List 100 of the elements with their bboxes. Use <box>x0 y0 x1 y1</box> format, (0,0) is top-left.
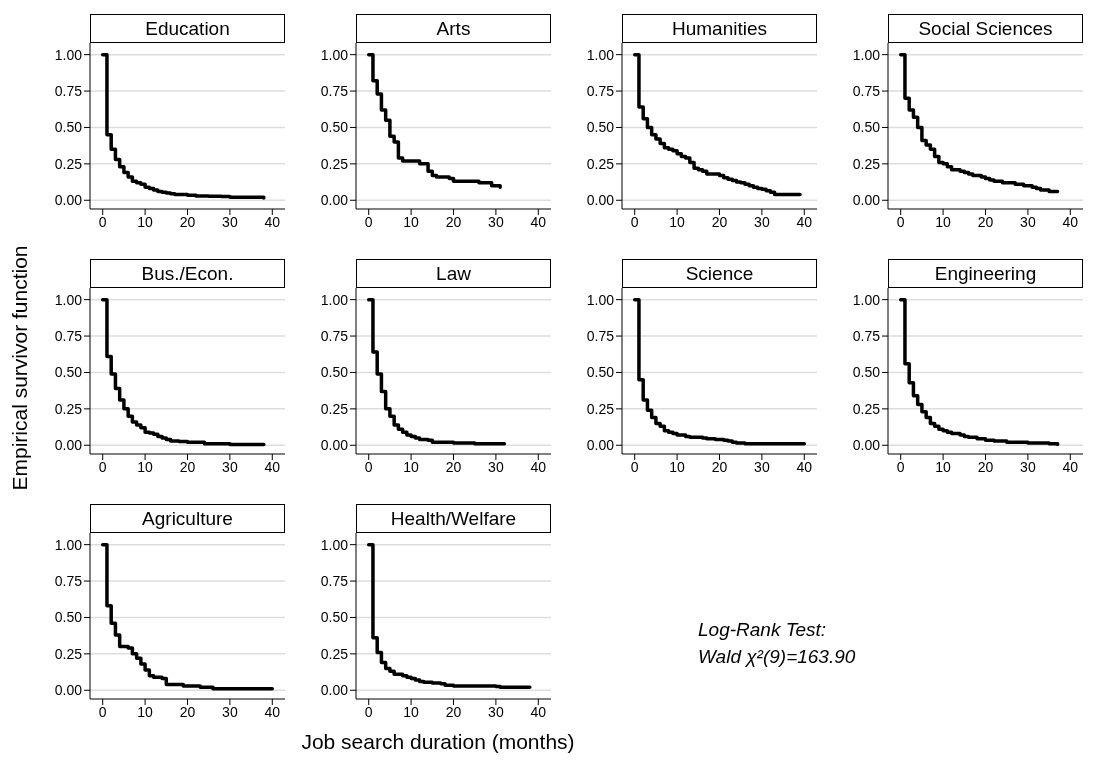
x-tick-label: 30 <box>488 213 504 230</box>
x-tick-label: 10 <box>935 213 952 230</box>
y-tick-label: 0.75 <box>320 83 349 100</box>
x-tick-label: 10 <box>935 458 952 475</box>
x-tick-label: 0 <box>896 213 905 230</box>
chart-title: Humanities <box>622 14 817 43</box>
x-tick-label: 10 <box>403 458 420 475</box>
x-tick-label: 30 <box>488 458 504 475</box>
x-tick-label: 10 <box>669 458 686 475</box>
y-tick-label: 0.00 <box>586 437 615 454</box>
y-tick-label: 0.25 <box>54 645 83 662</box>
y-tick-label: 0.50 <box>586 119 615 136</box>
x-tick-label: 0 <box>98 458 107 475</box>
y-tick-label: 0.00 <box>320 682 349 699</box>
y-tick-label: 0.25 <box>586 155 615 172</box>
x-tick-label: 0 <box>98 213 107 230</box>
chart-title: Law <box>356 259 551 288</box>
y-tick-label: 0.50 <box>320 364 349 381</box>
y-tick-label: 0.00 <box>54 682 83 699</box>
x-tick-label: 20 <box>179 703 196 720</box>
y-tick-label: 0.00 <box>320 437 349 454</box>
y-tick-label: 0.75 <box>54 573 83 590</box>
x-tick-label: 40 <box>530 458 547 475</box>
x-tick-label: 0 <box>364 213 373 230</box>
x-tick-label: 20 <box>445 458 462 475</box>
y-tick-label: 0.25 <box>54 400 83 417</box>
y-tick-label: 1.00 <box>320 46 349 63</box>
y-tick-label: 0.25 <box>852 155 881 172</box>
x-tick-label: 30 <box>1020 458 1036 475</box>
y-tick-label: 0.00 <box>54 192 83 209</box>
x-tick-label: 20 <box>445 213 462 230</box>
y-tick-label: 0.25 <box>320 645 349 662</box>
y-tick-label: 0.75 <box>320 573 349 590</box>
y-tick-label: 0.00 <box>586 192 615 209</box>
y-tick-label: 0.75 <box>586 328 615 345</box>
x-tick-label: 40 <box>796 458 813 475</box>
y-axis-title: Empirical survivor function <box>8 245 32 491</box>
y-tick-label: 0.50 <box>852 119 881 136</box>
chart-title: Agriculture <box>90 504 285 533</box>
x-tick-label: 20 <box>711 213 728 230</box>
x-tick-label: 30 <box>488 703 504 720</box>
x-tick-label: 20 <box>711 458 728 475</box>
y-tick-label: 0.50 <box>586 364 615 381</box>
x-tick-label: 20 <box>977 213 994 230</box>
y-tick-label: 0.50 <box>54 364 83 381</box>
x-tick-label: 10 <box>137 703 154 720</box>
chart-title: Education <box>90 14 285 43</box>
text: Log-Rank Test: <box>698 618 828 642</box>
x-tick-label: 40 <box>796 213 813 230</box>
x-tick-label: 0 <box>630 213 639 230</box>
y-tick-label: 0.00 <box>54 437 83 454</box>
x-tick-label: 30 <box>1020 213 1036 230</box>
x-tick-label: 30 <box>754 458 770 475</box>
x-tick-label: 40 <box>264 213 281 230</box>
y-tick-label: 1.00 <box>852 46 881 63</box>
y-tick-label: 0.00 <box>320 192 349 209</box>
x-tick-label: 20 <box>179 458 196 475</box>
chart-title: Engineering <box>888 259 1083 288</box>
x-tick-label: 20 <box>445 703 462 720</box>
y-tick-label: 1.00 <box>320 536 349 553</box>
y-tick-label: 1.00 <box>586 291 615 308</box>
y-tick-label: 1.00 <box>54 46 83 63</box>
x-axis-title: Job search duration (months) <box>300 730 576 754</box>
x-tick-label: 20 <box>179 213 196 230</box>
y-tick-label: 0.50 <box>54 119 83 136</box>
x-tick-label: 40 <box>264 458 281 475</box>
x-tick-label: 40 <box>530 213 547 230</box>
y-tick-label: 0.75 <box>54 328 83 345</box>
x-tick-label: 10 <box>137 458 154 475</box>
x-tick-label: 40 <box>1062 458 1079 475</box>
y-tick-label: 0.50 <box>54 609 83 626</box>
x-tick-label: 30 <box>222 213 238 230</box>
y-tick-label: 0.00 <box>852 192 881 209</box>
text: Wald χ²(9)=163.90 <box>698 645 856 669</box>
x-tick-label: 10 <box>137 213 154 230</box>
chart-title: Health/Welfare <box>356 504 551 533</box>
chart-title: Science <box>622 259 817 288</box>
x-tick-label: 30 <box>222 703 238 720</box>
y-tick-label: 0.50 <box>320 609 349 626</box>
y-tick-label: 0.75 <box>586 83 615 100</box>
x-tick-label: 40 <box>1062 213 1079 230</box>
y-tick-label: 0.50 <box>852 364 881 381</box>
y-tick-label: 1.00 <box>586 46 615 63</box>
y-tick-label: 0.00 <box>852 437 881 454</box>
x-tick-label: 20 <box>977 458 994 475</box>
y-tick-label: 0.50 <box>320 119 349 136</box>
y-tick-label: 0.25 <box>54 155 83 172</box>
chart-title: Bus./Econ. <box>90 259 285 288</box>
y-tick-label: 0.75 <box>852 83 881 100</box>
x-tick-label: 0 <box>896 458 905 475</box>
y-tick-label: 0.75 <box>852 328 881 345</box>
y-tick-label: 0.25 <box>320 155 349 172</box>
y-tick-label: 0.75 <box>54 83 83 100</box>
x-tick-label: 0 <box>98 703 107 720</box>
y-tick-label: 0.25 <box>586 400 615 417</box>
y-tick-label: 0.25 <box>320 400 349 417</box>
chart-title: Social Sciences <box>888 14 1083 43</box>
x-tick-label: 0 <box>364 703 373 720</box>
chart-title: Arts <box>356 14 551 43</box>
x-tick-label: 10 <box>403 703 420 720</box>
